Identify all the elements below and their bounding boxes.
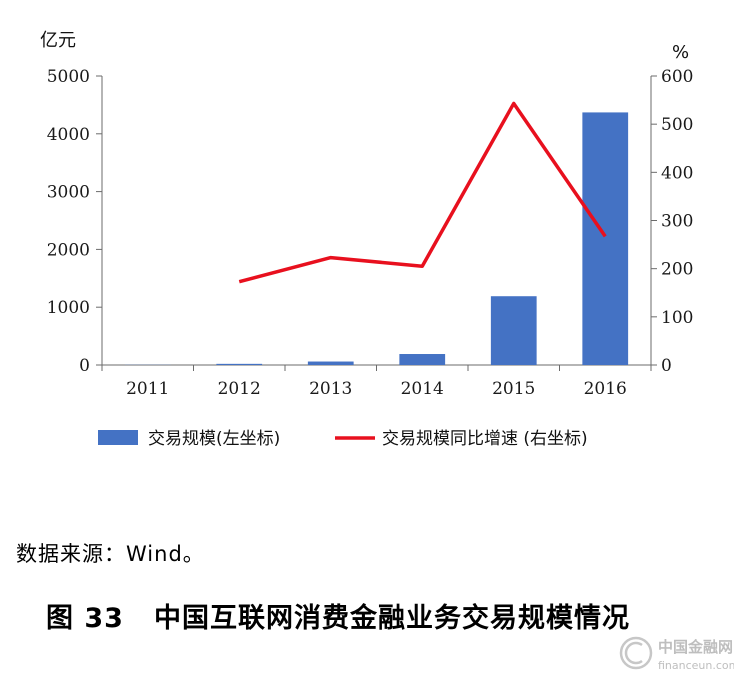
x-tick-label: 2012 <box>218 379 261 399</box>
source-note: 数据来源：Wind。 <box>16 542 205 566</box>
x-tick-label: 2011 <box>126 379 169 399</box>
watermark-logo: 中国金融网 financeun.com <box>619 636 734 672</box>
right-tick-label: 300 <box>661 212 693 232</box>
bar <box>582 112 629 365</box>
left-tick-label: 0 <box>79 356 90 376</box>
growth-line <box>238 101 607 284</box>
x-tick-label: 2013 <box>309 379 352 399</box>
combo-chart: 0 1000 2000 3000 4000 5000 0 100 200 300 400 500 60… <box>40 30 693 449</box>
left-tick-label: 3000 <box>47 183 90 203</box>
figure-caption: 图 33 中国互联网消费金融业务交易规模情况 <box>46 596 630 635</box>
left-tick-label: 1000 <box>47 298 90 318</box>
line-series <box>238 101 607 284</box>
legend-bar-swatch <box>98 430 138 445</box>
right-tick-label: 400 <box>661 163 693 183</box>
right-tick-label: 500 <box>661 115 693 135</box>
right-tick-label: 200 <box>661 260 693 280</box>
left-tick-label: 4000 <box>47 125 90 145</box>
right-tick-label: 600 <box>661 67 693 87</box>
figure-number: 图 33 <box>46 603 124 634</box>
legend-line-label: 交易规模同比增速 (右坐标) <box>382 429 588 449</box>
left-tick-label: 5000 <box>47 67 90 87</box>
x-tick-label: 2015 <box>492 379 535 399</box>
x-axis: 2011 2012 2013 2014 2015 2016 <box>101 364 652 399</box>
right-axis-unit: % <box>672 42 689 63</box>
x-tick-label: 2016 <box>584 379 627 399</box>
left-y-axis: 0 1000 2000 3000 4000 5000 <box>47 67 103 376</box>
bar <box>216 363 263 365</box>
bar <box>490 296 537 365</box>
bar <box>307 361 354 365</box>
figure-title: 中国互联网消费金融业务交易规模情况 <box>153 603 630 634</box>
bar <box>399 354 446 365</box>
legend-bar-label: 交易规模(左坐标) <box>148 429 280 449</box>
right-y-axis: 0 100 200 300 400 500 600 <box>650 67 693 376</box>
right-tick-label: 0 <box>661 356 672 376</box>
left-tick-label: 2000 <box>47 240 90 260</box>
left-axis-unit: 亿元 <box>40 30 76 51</box>
right-tick-label: 100 <box>661 308 693 328</box>
svg-text:中国金融网: 中国金融网 <box>658 638 733 656</box>
x-tick-label: 2014 <box>401 379 444 399</box>
legend: 交易规模(左坐标) 交易规模同比增速 (右坐标) <box>98 429 588 449</box>
svg-text:financeun.com: financeun.com <box>658 659 734 672</box>
bar-series <box>124 112 629 365</box>
